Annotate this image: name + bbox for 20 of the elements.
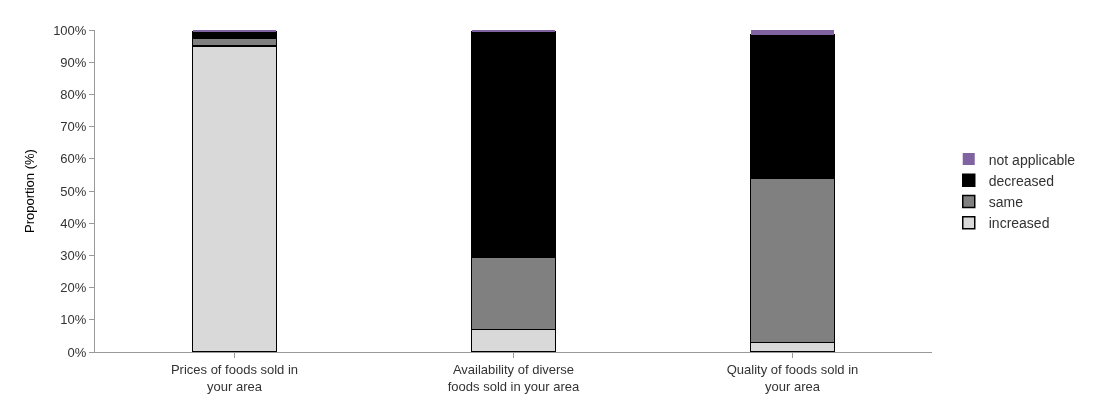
y-tick-label: 50% [60,183,87,199]
y-tick-label: 70% [60,119,87,135]
y-tick-label: 10% [60,312,87,328]
legend-label: decreased [988,172,1055,189]
y-tick-label: 60% [60,151,87,167]
y-tick-label: 30% [60,247,87,263]
y-tick-label: 80% [60,86,87,102]
legend-label: not applicable [988,151,1076,168]
x-tick-label: Availability of diverse foods sold in your area [447,361,581,394]
y-tick-label: 0% [67,344,87,360]
y-tick-label: 20% [60,280,87,296]
bar [750,30,835,35]
y-tick-label: 100% [53,22,87,38]
y-tick-label: 40% [60,215,87,231]
y-tick-label: 90% [60,54,87,70]
y-axis-title: Proportion (%) [22,149,38,233]
x-tick-label: Quality of foods sold in your area [726,361,859,394]
x-tick-label: Prices of foods sold in your area [170,361,299,394]
legend-label: same [988,193,1024,210]
legend-label: increased [988,215,1050,232]
